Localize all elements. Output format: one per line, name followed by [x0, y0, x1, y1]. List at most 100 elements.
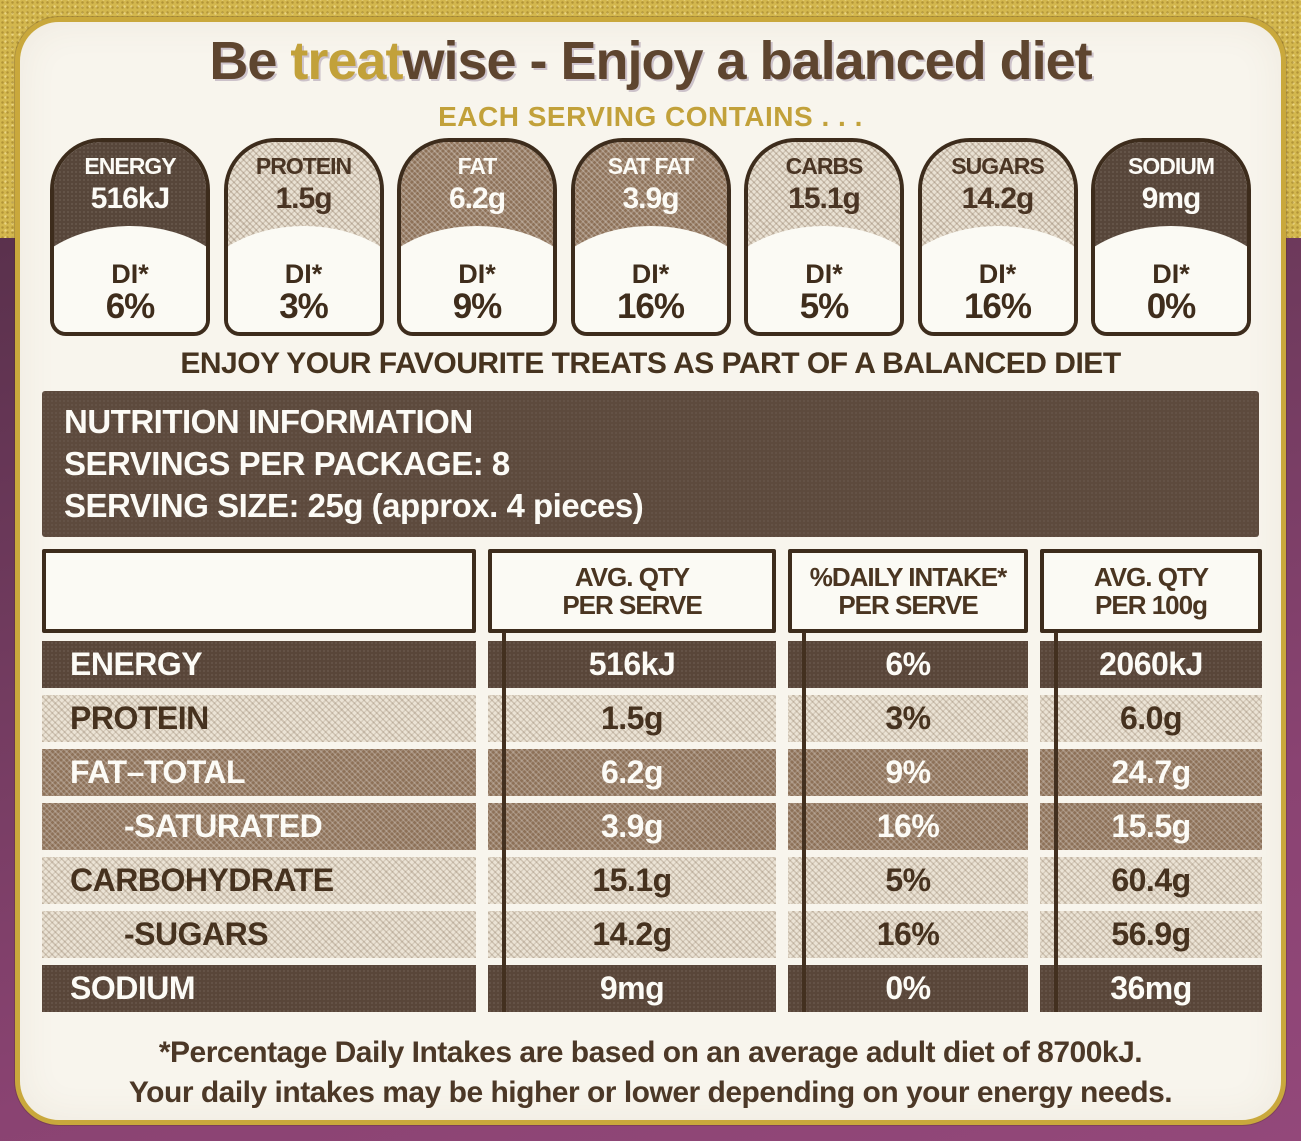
table-row: PROTEIN 1.5g 3% 6.0g	[42, 695, 1262, 742]
row-label: SODIUM	[42, 965, 476, 1012]
table-column-divider	[502, 632, 506, 1012]
badge-dome	[921, 226, 1074, 332]
serving-badge-sugars: SUGARS 14.2g DI* 16%	[917, 138, 1078, 336]
row-qty-per-serve: 6.2g	[488, 749, 776, 796]
table-row: SODIUM 9mg 0% 36mg	[42, 965, 1262, 1012]
row-qty-per-100g: 56.9g	[1040, 911, 1262, 958]
row-label: ENERGY	[42, 641, 476, 688]
row-label: -SATURATED	[42, 803, 476, 850]
table-row: -SATURATED 3.9g 16% 15.5g	[42, 803, 1262, 850]
badge-di-label: DI*	[458, 259, 496, 289]
row-qty-per-100g: 24.7g	[1040, 749, 1262, 796]
row-daily-intake: 16%	[788, 911, 1028, 958]
footnote-line-2: Your daily intakes may be higher or lowe…	[128, 1076, 1173, 1109]
header-line: AVG. QTY	[574, 562, 690, 592]
row-qty-per-100g: 2060kJ	[1040, 641, 1262, 688]
table-header-empty-cell	[42, 549, 476, 633]
serving-badge-carbs: CARBS 15.1g DI* 5%	[744, 138, 904, 336]
badge-title: SAT FAT	[607, 153, 694, 179]
row-qty-per-serve: 14.2g	[488, 911, 776, 958]
row-qty-per-100g: 60.4g	[1040, 857, 1262, 904]
badge-title: SODIUM	[1128, 153, 1215, 179]
badge-di-label: DI*	[1152, 259, 1190, 289]
badge-daily-intake: DI* 16%	[575, 259, 727, 326]
table-row: FAT–TOTAL 6.2g 9% 24.7g	[42, 749, 1262, 796]
badge-value: 516kJ	[90, 182, 170, 215]
row-daily-intake: 6%	[788, 641, 1028, 688]
badge-title: CARBS	[785, 153, 864, 179]
row-label: FAT–TOTAL	[42, 749, 476, 796]
row-qty-per-serve: 9mg	[488, 965, 776, 1012]
header-line: PER SERVE	[838, 590, 978, 620]
row-qty-per-serve: 516kJ	[488, 641, 776, 688]
badge-di-label: DI*	[978, 259, 1017, 289]
row-daily-intake: 3%	[788, 695, 1028, 742]
serving-badge-sat-fat: SAT FAT 3.9g DI* 16%	[570, 138, 731, 336]
serving-badge-energy: ENERGY 516kJ DI* 6%	[50, 138, 210, 336]
row-qty-per-serve: 1.5g	[488, 695, 776, 742]
badge-daily-intake: DI* 3%	[228, 261, 380, 326]
serving-badge-protein: PROTEIN 1.5g DI* 3%	[223, 138, 384, 336]
table-header-avg-qty-100g: AVG. QTY PER 100g	[1040, 549, 1262, 633]
badge-value: 3.9g	[622, 182, 679, 215]
table-header-row: AVG. QTY PER SERVE %DAILY INTAKE* PER SE…	[42, 549, 1262, 633]
each-serving-contains-heading: EACH SERVING CONTAINS . . .	[438, 101, 863, 132]
footnote-line-1: *Percentage Daily Intakes are based on a…	[158, 1036, 1143, 1069]
badge-value: 14.2g	[961, 182, 1035, 215]
serving-badge-fat: FAT 6.2g DI* 9%	[397, 138, 557, 336]
row-daily-intake: 9%	[788, 749, 1028, 796]
nutrition-information-block: NUTRITION INFORMATION SERVINGS PER PACKA…	[42, 391, 1259, 537]
label-title-suffix: wise - Enjoy a balanced diet	[402, 31, 1092, 91]
badge-value: 9mg	[1141, 182, 1202, 215]
badge-daily-intake: DI* 6%	[54, 259, 206, 326]
badge-dome	[401, 226, 553, 332]
header-line: PER SERVE	[562, 590, 702, 620]
table-column-divider	[802, 632, 806, 1012]
table-column-divider	[1054, 632, 1058, 1012]
table-row: -SUGARS 14.2g 16% 56.9g	[42, 911, 1262, 958]
header-line: PER 100g	[1095, 590, 1208, 620]
badge-di-value: 0%	[1146, 287, 1197, 326]
row-qty-per-100g: 36mg	[1040, 965, 1262, 1012]
badge-daily-intake: DI* 16%	[922, 259, 1074, 326]
balanced-diet-tagline: ENJOY YOUR FAVOURITE TREATS AS PART OF A…	[180, 347, 1121, 380]
badge-di-value: 5%	[799, 287, 850, 326]
badge-value: 1.5g	[275, 182, 332, 215]
row-daily-intake: 0%	[788, 965, 1028, 1012]
row-daily-intake: 5%	[788, 857, 1028, 904]
badge-title: ENERGY	[84, 153, 176, 179]
badge-di-value: 3%	[279, 287, 329, 326]
row-qty-per-100g: 15.5g	[1040, 803, 1262, 850]
servings-per-package: SERVINGS PER PACKAGE: 8	[64, 445, 510, 482]
badge-di-value: 9%	[452, 287, 503, 326]
badge-daily-intake: DI* 0%	[1095, 259, 1247, 326]
badge-title: FAT	[457, 153, 498, 179]
row-label: -SUGARS	[42, 911, 476, 958]
badge-di-label: DI*	[631, 259, 670, 289]
table-header-daily-intake: %DAILY INTAKE* PER SERVE	[788, 549, 1028, 633]
badge-dome	[227, 226, 380, 332]
badge-di-label: DI*	[805, 259, 843, 289]
badge-dome	[748, 226, 900, 332]
badge-di-label: DI*	[111, 259, 149, 289]
badge-title: SUGARS	[951, 153, 1044, 179]
table-header-avg-qty-serve: AVG. QTY PER SERVE	[488, 549, 776, 633]
row-qty-per-serve: 15.1g	[488, 857, 776, 904]
row-label: PROTEIN	[42, 695, 476, 742]
badge-daily-intake: DI* 9%	[401, 259, 553, 326]
label-title-prefix: Be	[209, 31, 291, 91]
table-body: ENERGY 516kJ 6% 2060kJ PROTEIN 1.5g 3% 6…	[42, 641, 1262, 1019]
nutrition-information-title: NUTRITION INFORMATION	[64, 403, 473, 440]
daily-intake-footnote: *Percentage Daily Intakes are based on a…	[20, 1033, 1281, 1113]
row-daily-intake: 16%	[788, 803, 1028, 850]
badge-di-value: 16%	[616, 287, 685, 326]
badge-value: 6.2g	[448, 182, 506, 215]
badge-title: PROTEIN	[255, 153, 352, 179]
badge-di-value: 16%	[963, 287, 1032, 326]
row-qty-per-serve: 3.9g	[488, 803, 776, 850]
header-line: AVG. QTY	[1093, 562, 1209, 592]
badge-di-value: 6%	[105, 287, 156, 326]
badge-value: 15.1g	[788, 182, 861, 215]
badge-dome	[54, 226, 206, 332]
